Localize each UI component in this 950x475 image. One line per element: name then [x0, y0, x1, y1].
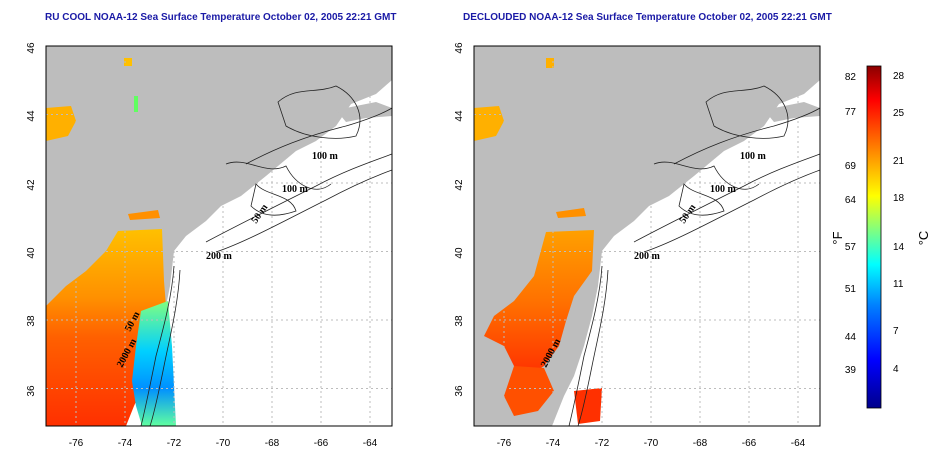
celsius-tick-label: 11 — [893, 279, 904, 290]
grid-left — [46, 46, 392, 426]
y-axis-left: 36 38 40 42 44 46 — [26, 42, 37, 397]
sst-patch-north — [46, 106, 76, 141]
contour-label: 50 m — [677, 202, 698, 226]
panel-left: RU COOL NOAA-12 Sea Surface Temperature … — [26, 12, 396, 449]
sst-offshore-patch — [574, 388, 602, 424]
panel-left-title: RU COOL NOAA-12 Sea Surface Temperature … — [45, 12, 396, 23]
fahrenheit-tick-label: 57 — [845, 242, 857, 253]
y-tick-label: 38 — [26, 315, 37, 327]
y-tick-label: 36 — [26, 385, 37, 397]
contour-label: 100 m — [282, 184, 309, 195]
contours-right — [568, 85, 821, 427]
colorbar-gradient — [866, 65, 882, 409]
y-tick-label: 40 — [454, 247, 465, 259]
grid-right — [474, 46, 820, 426]
sst-patch-bar — [556, 208, 586, 218]
colorbar-celsius-ticks: 28 25 21 18 14 11 7 4 — [893, 71, 905, 375]
fahrenheit-tick-label: 69 — [845, 161, 857, 172]
celsius-unit-label: °C — [916, 231, 931, 246]
map-right-frame — [473, 45, 821, 427]
sst-patch-north — [474, 106, 504, 141]
contour-label: 100 m — [710, 184, 737, 195]
fahrenheit-tick-label: 77 — [845, 107, 857, 118]
x-tick-label: -76 — [69, 438, 84, 449]
colorbar-fahrenheit-ticks: 82 77 69 64 57 51 44 39 — [845, 72, 857, 376]
celsius-tick-label: 14 — [893, 242, 905, 253]
contour-label: 50 m — [249, 202, 270, 226]
y-tick-label: 36 — [454, 385, 465, 397]
y-tick-label: 46 — [26, 42, 37, 54]
celsius-tick-label: 7 — [893, 326, 899, 337]
panel-right: DECLOUDED NOAA-12 Sea Surface Temperatur… — [454, 12, 832, 449]
x-tick-label: -74 — [118, 438, 133, 449]
y-tick-label: 44 — [454, 110, 465, 122]
celsius-tick-label: 21 — [893, 156, 905, 167]
y-tick-label: 38 — [454, 315, 465, 327]
y-tick-label: 42 — [26, 179, 37, 191]
map-right: 100 m 100 m 50 m 200 m 2000 m — [473, 45, 821, 427]
contour-label: 100 m — [740, 151, 767, 162]
celsius-tick-label: 18 — [893, 193, 905, 204]
fahrenheit-tick-label: 82 — [845, 72, 857, 83]
y-tick-label: 40 — [26, 247, 37, 259]
x-tick-label: -64 — [791, 438, 806, 449]
fahrenheit-tick-label: 64 — [845, 195, 857, 206]
contour-label: 200 m — [206, 251, 233, 262]
fahrenheit-tick-label: 51 — [845, 284, 857, 295]
panel-right-title: DECLOUDED NOAA-12 Sea Surface Temperatur… — [463, 12, 832, 23]
x-axis-right: -76 -74 -72 -70 -68 -66 -64 — [497, 438, 806, 449]
fahrenheit-unit-label: °F — [830, 231, 845, 244]
sst-south-patch — [504, 366, 554, 416]
y-axis-right: 36 38 40 42 44 46 — [454, 42, 465, 397]
colorbar: 82 77 69 64 57 51 44 39 28 25 21 18 14 1… — [830, 65, 931, 409]
sst-patch-small — [546, 58, 554, 68]
x-tick-label: -74 — [546, 438, 561, 449]
x-tick-label: -68 — [693, 438, 708, 449]
y-tick-label: 44 — [26, 110, 37, 122]
x-tick-label: -64 — [363, 438, 378, 449]
sst-warm-region — [484, 230, 594, 376]
sst-patch-bar — [128, 210, 160, 220]
y-tick-label: 42 — [454, 179, 465, 191]
contours-left — [140, 85, 393, 427]
land-island — [336, 102, 392, 122]
fahrenheit-tick-label: 39 — [845, 365, 857, 376]
x-tick-label: -68 — [265, 438, 280, 449]
contour-label: 200 m — [634, 251, 661, 262]
x-tick-label: -66 — [314, 438, 329, 449]
x-tick-label: -66 — [742, 438, 757, 449]
x-tick-label: -72 — [167, 438, 182, 449]
x-tick-label: -76 — [497, 438, 512, 449]
x-tick-label: -70 — [644, 438, 659, 449]
x-axis-left: -76 -74 -72 -70 -68 -66 -64 — [69, 438, 378, 449]
contour-label: 100 m — [312, 151, 339, 162]
celsius-tick-label: 4 — [893, 364, 899, 375]
sst-cool-region — [132, 301, 176, 426]
sst-patch-green — [134, 96, 138, 112]
land-island — [764, 102, 820, 122]
sst-patch-small — [124, 58, 132, 66]
fahrenheit-tick-label: 44 — [845, 332, 857, 343]
y-tick-label: 46 — [454, 42, 465, 54]
map-left: 100 m 100 m 50 m 200 m 50 m 2000 m — [45, 45, 393, 427]
map-left-frame — [45, 45, 393, 427]
x-tick-label: -72 — [595, 438, 610, 449]
celsius-tick-label: 25 — [893, 108, 905, 119]
celsius-tick-label: 28 — [893, 71, 905, 82]
x-tick-label: -70 — [216, 438, 231, 449]
